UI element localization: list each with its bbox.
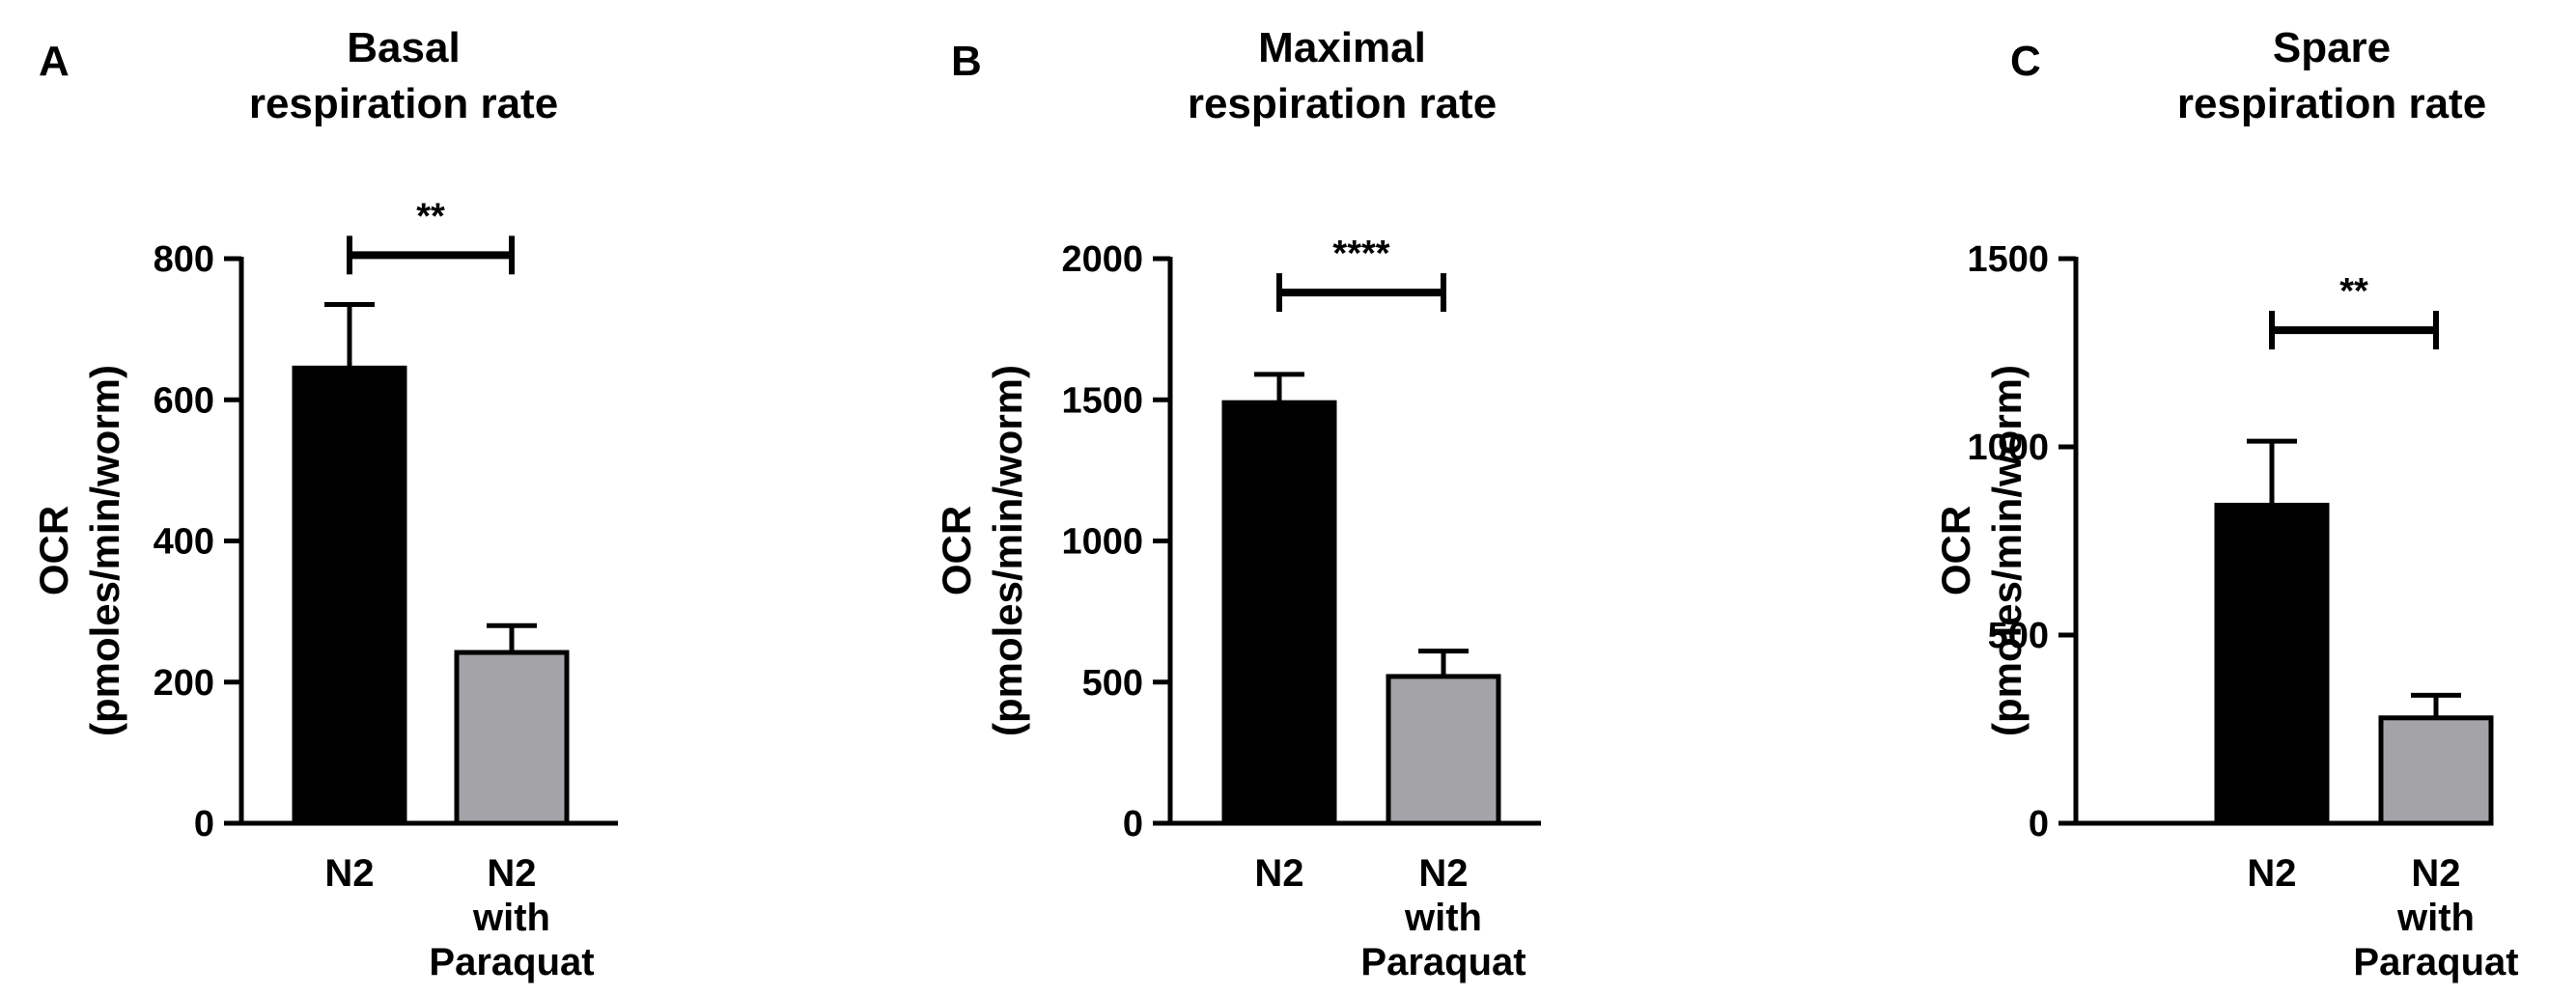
y-tick-label: 0	[1123, 804, 1143, 844]
x-tick-label: N2	[2411, 852, 2460, 895]
y-tick-label: 0	[194, 804, 214, 844]
chart-title-line: respiration rate	[249, 80, 558, 127]
y-axis-label: (pmoles/min/worm)	[985, 365, 1030, 736]
x-tick-label: N2	[1418, 852, 1468, 895]
y-tick-label: 1500	[1061, 380, 1143, 421]
significance-label: **	[2339, 271, 2368, 312]
y-tick-label: 600	[154, 380, 214, 421]
bar	[2378, 715, 2494, 826]
panel-b: B Maximal respiration rate OCR (pmoles/min/w…	[934, 24, 1541, 983]
bar	[2214, 502, 2330, 826]
y-tick-label: 1000	[1061, 522, 1143, 563]
y-axis-label: (pmoles/min/worm)	[1984, 365, 2030, 736]
x-tick-label: N2	[2247, 852, 2296, 895]
significance-label: ****	[1332, 234, 1389, 274]
panel-letter: C	[2010, 38, 2041, 85]
bar	[1221, 400, 1337, 826]
y-tick-label: 0	[2029, 804, 2049, 844]
y-axis-label: OCR	[1933, 506, 1978, 595]
x-tick-label: Paraquat	[1360, 941, 1526, 983]
y-tick-label: 1500	[1967, 239, 2049, 280]
chart-title-line: Maximal	[1258, 24, 1426, 71]
x-tick-label: with	[472, 897, 550, 939]
chart-title-line: respiration rate	[1188, 80, 1497, 127]
bar	[1386, 674, 1501, 826]
x-tick-label: Paraquat	[2353, 941, 2518, 983]
panel-c: C Spare respiration rate OCR (pmoles/min/wor…	[1933, 24, 2519, 983]
y-tick-label: 200	[154, 663, 214, 704]
bar	[454, 650, 570, 826]
panel-letter: A	[39, 38, 70, 85]
y-tick-label: 400	[154, 522, 214, 563]
y-axis-label: OCR	[934, 506, 979, 595]
x-tick-label: with	[2396, 897, 2475, 939]
y-tick-label: 500	[1988, 616, 2049, 656]
chart-title-line: Basal	[347, 24, 460, 71]
x-tick-label: N2	[487, 852, 536, 895]
x-tick-label: N2	[1254, 852, 1303, 895]
y-axis-label: OCR	[31, 506, 76, 595]
bar	[292, 365, 407, 826]
chart-title-line: respiration rate	[2177, 80, 2486, 127]
y-tick-label: 1000	[1967, 428, 2049, 468]
y-axis-label: (pmoles/min/worm)	[82, 365, 127, 736]
x-tick-label: with	[1404, 897, 1482, 939]
chart-title-line: Spare	[2273, 24, 2391, 71]
y-tick-label: 800	[154, 239, 214, 280]
x-tick-label: Paraquat	[429, 941, 594, 983]
y-tick-label: 500	[1082, 663, 1143, 704]
panel-a: A Basal respiration rate OCR (pmoles/min/wor…	[31, 24, 618, 983]
y-tick-label: 2000	[1061, 239, 1143, 280]
panel-letter: B	[951, 38, 982, 85]
x-tick-label: N2	[324, 852, 374, 895]
significance-label: **	[416, 196, 445, 236]
